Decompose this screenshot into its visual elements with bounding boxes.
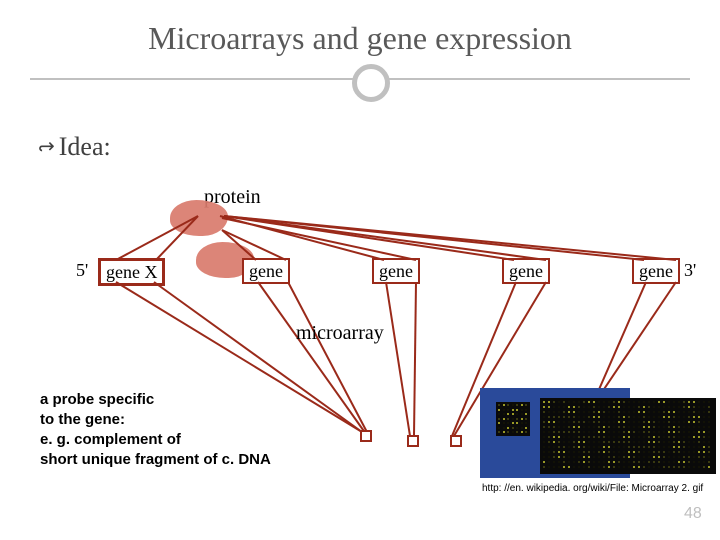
gene-x-box: gene X xyxy=(98,258,165,286)
probe-line-1: a probe specific xyxy=(40,391,154,408)
idea-bullet: Idea: xyxy=(38,132,111,162)
probe-square-3 xyxy=(450,435,462,447)
probe-line-3: e. g. complement of xyxy=(40,431,181,448)
circle-icon xyxy=(352,64,390,102)
gene-box-1: gene xyxy=(242,258,290,284)
gene-box-3: gene xyxy=(502,258,550,284)
source-url: http: //en. wikipedia. org/wiki/File: Mi… xyxy=(482,483,703,494)
three-prime: 3' xyxy=(684,260,696,281)
probe-square-2 xyxy=(407,435,419,447)
gene-box-4: gene xyxy=(632,258,680,284)
probe-square-1 xyxy=(360,430,372,442)
microarray-label: microarray xyxy=(296,322,384,345)
five-prime: 5' xyxy=(76,260,88,281)
probe-line-4: short unique fragment of c. DNA xyxy=(40,451,271,468)
page-title: Microarrays and gene expression xyxy=(0,20,720,57)
gene-box-2: gene xyxy=(372,258,420,284)
probe-description: a probe specific to the gene: e. g. comp… xyxy=(40,390,271,470)
slide: { "title": "Microarrays and gene express… xyxy=(0,0,720,540)
page-number: 48 xyxy=(684,505,702,523)
probe-line-2: to the gene: xyxy=(40,411,125,428)
protein-blob-1 xyxy=(170,200,228,236)
